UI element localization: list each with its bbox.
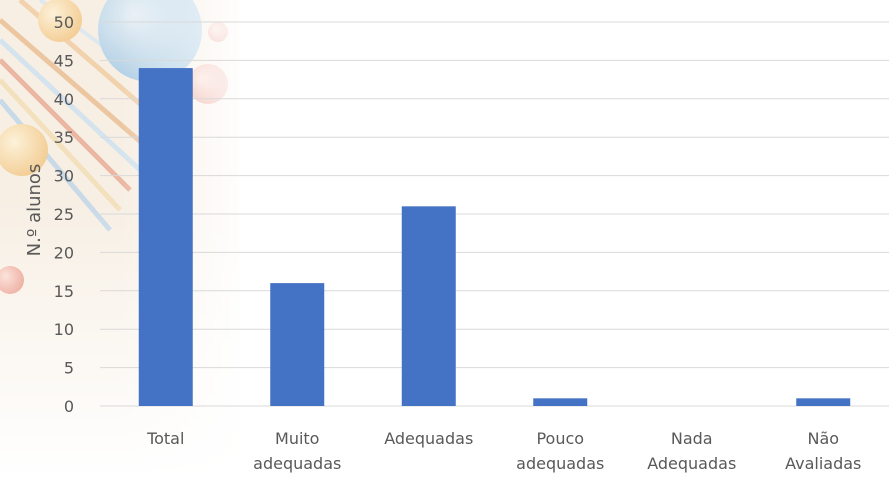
bars xyxy=(138,68,851,406)
x-category-label: Total xyxy=(146,429,184,448)
x-axis-categories: Total Muito adequadas Adequadas Pouco adequad… xyxy=(146,429,861,473)
y-tick-label: 0 xyxy=(64,397,74,416)
x-category-label: Avaliadas xyxy=(785,454,861,473)
x-category-label: Adequadas xyxy=(647,454,736,473)
y-tick-label: 35 xyxy=(54,128,74,147)
x-category-label: Não xyxy=(807,429,839,448)
y-tick-label: 45 xyxy=(54,51,74,70)
x-category-label: adequadas xyxy=(516,454,604,473)
y-tick-label: 20 xyxy=(54,243,74,262)
bar xyxy=(796,398,851,406)
y-axis-label: N.º alunos xyxy=(24,164,45,257)
bar xyxy=(533,398,588,406)
bar xyxy=(138,68,193,406)
x-category-label: Adequadas xyxy=(384,429,473,448)
x-category-label: Nada xyxy=(671,429,713,448)
x-category-label: Pouco xyxy=(536,429,584,448)
y-tick-label: 15 xyxy=(54,282,74,301)
x-category-label: adequadas xyxy=(253,454,341,473)
bar xyxy=(270,283,325,406)
y-tick-label: 5 xyxy=(64,359,74,378)
y-tick-label: 40 xyxy=(54,90,74,109)
y-tick-label: 10 xyxy=(54,320,74,339)
bar xyxy=(401,206,456,406)
y-tick-label: 50 xyxy=(54,13,74,32)
y-axis-ticks: 0 5 10 15 20 25 30 35 40 45 50 xyxy=(54,13,74,416)
gridlines xyxy=(100,21,889,407)
x-category-label: Muito xyxy=(275,429,319,448)
y-tick-label: 30 xyxy=(54,167,74,186)
y-tick-label: 25 xyxy=(54,205,74,224)
